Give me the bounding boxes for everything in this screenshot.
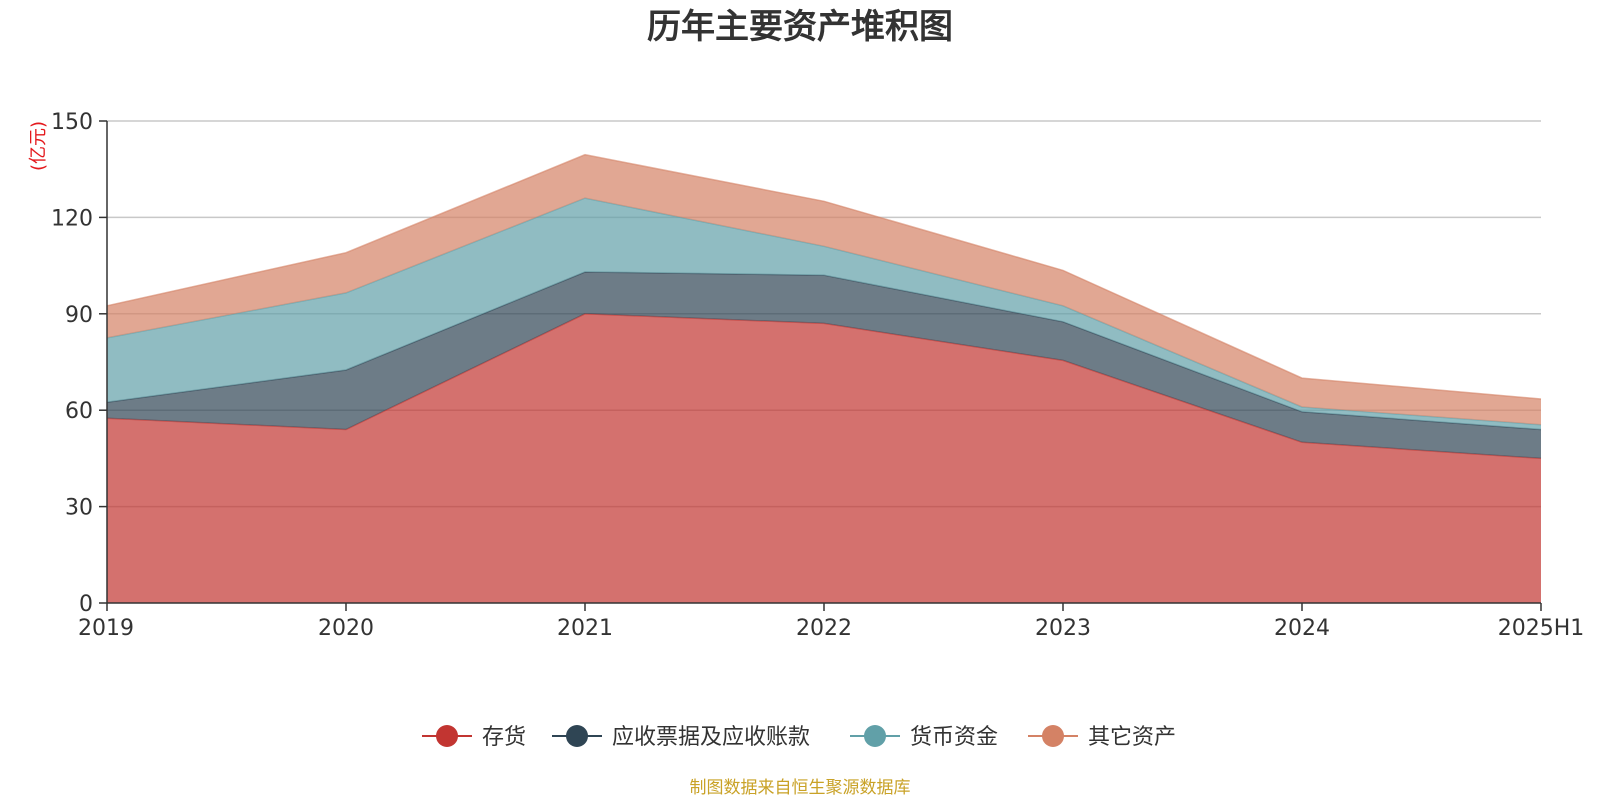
area-series-2	[107, 198, 1541, 430]
axes: 0 30 60 90 120 150 2019 2020 2021 2022 2023 2024 202…	[51, 110, 1584, 641]
x-tick-label-0: 2019	[78, 616, 134, 641]
data-source-note: 制图数据来自恒生聚源数据库	[690, 778, 911, 798]
legend-label-1: 应收票据及应收账款	[612, 725, 810, 750]
series-line-3	[106, 153, 1542, 400]
x-tick-label-4: 2023	[1035, 616, 1091, 641]
x-tick-label-5: 2024	[1274, 616, 1330, 641]
legend-marker-1	[566, 725, 588, 747]
y-tick-label-60: 60	[65, 399, 93, 424]
area-series-group	[106, 153, 1542, 603]
legend-marker-2	[864, 725, 886, 747]
legend-label-2: 货币资金	[910, 725, 998, 750]
x-tick-label-1: 2020	[318, 616, 374, 641]
x-tick-label-6: 2025H1	[1498, 616, 1585, 641]
y-tick-label-120: 120	[51, 206, 93, 231]
y-tick-label-90: 90	[65, 303, 93, 328]
area-series-3	[107, 154, 1541, 425]
chart-title: 历年主要资产堆积图	[647, 7, 953, 47]
x-tick-label-3: 2022	[796, 616, 852, 641]
y-axis-unit-label: (亿元)	[28, 121, 49, 171]
y-tick-label-30: 30	[65, 496, 93, 521]
legend: 存货 应收票据及应收账款 货币资金 其它资产	[422, 725, 1176, 750]
legend-marker-0	[436, 725, 458, 747]
area-series-0	[107, 313, 1541, 603]
y-tick-label-0: 0	[79, 592, 93, 617]
legend-marker-3	[1042, 725, 1064, 747]
y-tick-label-150: 150	[51, 110, 93, 135]
legend-label-3: 其它资产	[1088, 725, 1176, 750]
legend-label-0: 存货	[482, 725, 526, 750]
area-series-1	[107, 272, 1541, 459]
x-tick-label-2: 2021	[557, 616, 613, 641]
